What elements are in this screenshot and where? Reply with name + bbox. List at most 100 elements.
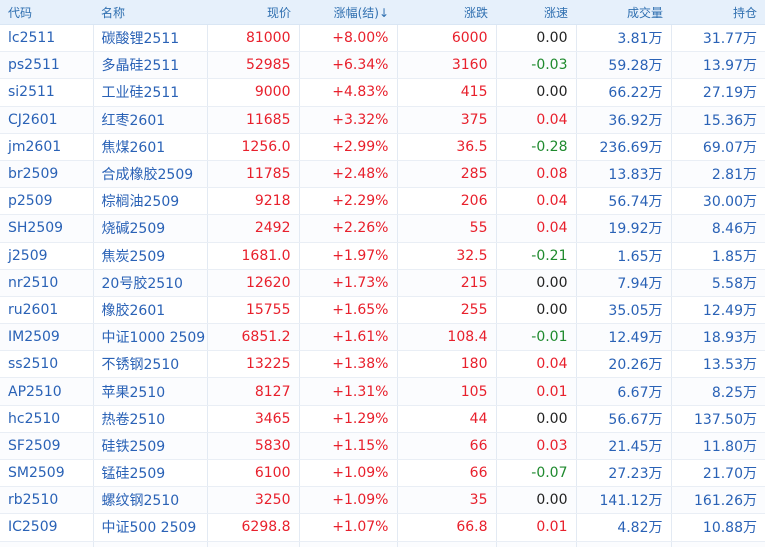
cell-name[interactable]: 焦炭2509 [93,242,208,270]
cell-code[interactable]: IC2509 [0,513,94,542]
cell-code[interactable]: p2509 [0,187,94,216]
column-header-price[interactable]: 现价 [207,0,299,25]
cell-name[interactable]: 热卷2510 [93,405,208,433]
column-header-open-interest[interactable]: 持仓 [671,0,765,25]
cell-speed: 0.01 [496,513,577,542]
cell-speed: 0.00 [496,296,577,325]
cell-name[interactable]: 中证1000 2509 [93,323,208,352]
table-row[interactable]: jm2601 焦煤2601 1256.0 +2.99% 36.5 -0.28 236.69万… [0,133,765,161]
cell-speed: -0.21 [496,242,577,270]
cell-name[interactable]: 工业硅2511 [93,78,208,107]
cell-name[interactable]: 硅铁2509 [93,432,208,461]
cell-code[interactable]: ps2511 [0,51,94,80]
cell-name[interactable]: 中证500 2509 [93,513,208,542]
cell-volume: 36.92万 [576,106,672,134]
column-header-volume[interactable]: 成交量 [576,0,671,25]
table-row[interactable]: rb2510 螺纹钢2510 3250 +1.09% 35 0.00 141.12万 161.… [0,486,765,515]
cell-name[interactable]: 烧碱2509 [93,214,208,243]
cell-price: 9000 [207,78,300,107]
cell-volume: 56.74万 [576,187,672,216]
cell-speed: 0.00 [496,405,577,433]
table-row[interactable]: IM2509 中证1000 2509 6851.2 +1.61% 108.4 -0.01 1… [0,323,765,352]
cell-volume: 27.23万 [576,459,672,488]
cell-code[interactable]: ru2601 [0,296,94,325]
cell-name[interactable]: 不锈钢2510 [93,350,208,379]
cell-speed: 0.04 [496,106,577,134]
table-row[interactable]: hc2510 热卷2510 3465 +1.29% 44 0.00 56.67万 137.50… [0,405,765,433]
cell-name[interactable]: 苹果2510 [93,377,208,406]
cell-speed: 0.03 [496,432,577,461]
cell-change: 255 [397,296,497,325]
table-row[interactable]: ps2511 多晶硅2511 52985 +6.34% 3160 -0.03 59.28万 1… [0,51,765,80]
table-row[interactable]: nr2510 20号胶2510 12620 +1.73% 215 0.00 7.94万 5.5… [0,269,765,297]
table-row[interactable]: IC2509 中证500 2509 6298.8 +1.07% 66.8 0.01 4.82… [0,513,765,542]
cell-code[interactable]: lc2511 [0,24,94,53]
table-row[interactable]: br2509 合成橡胶2509 11785 +2.48% 285 0.08 13.83万 2.… [0,160,765,189]
cell-price: 12620 [207,269,300,297]
cell-code[interactable]: jm2601 [0,133,94,161]
cell-code[interactable]: rb2510 [0,486,94,515]
cell-code[interactable]: SH2509 [0,214,94,243]
cell-name[interactable]: 棕榈油2509 [93,187,208,216]
cell-code[interactable]: hc2510 [0,405,94,433]
table-row[interactable]: j2509 焦炭2509 1681.0 +1.97% 32.5 -0.21 1.65万 1.8… [0,242,765,270]
cell-code[interactable]: SM2509 [0,459,94,488]
cell-code[interactable]: br2509 [0,160,94,189]
cell-volume: 4.82万 [576,513,672,542]
column-header-change-pct[interactable]: 涨幅(结)↓ [299,0,397,25]
cell-change: 590 [397,541,497,547]
cell-change-pct: +1.61% [299,323,398,352]
cell-name[interactable]: 螺纹钢2510 [93,486,208,515]
table-row[interactable]: AP2510 苹果2510 8127 +1.31% 105 0.01 6.67万 8.25万 [0,377,765,406]
cell-name[interactable]: 碳酸锂2511 [93,24,208,53]
cell-code[interactable]: si2511 [0,78,94,107]
cell-open-interest: 12.49万 [671,296,765,325]
column-header-change[interactable]: 涨跌 [397,0,496,25]
cell-name[interactable]: 国际铜2509 [93,541,208,547]
cell-code[interactable]: IM2509 [0,323,94,352]
cell-code[interactable]: j2509 [0,242,94,270]
cell-change: 105 [397,377,497,406]
cell-code[interactable]: bc2509 [0,541,94,547]
cell-price: 52985 [207,51,300,80]
table-row[interactable]: ss2510 不锈钢2510 13225 +1.38% 180 0.04 20.26万 13.… [0,350,765,379]
cell-open-interest: 4394 [671,541,765,547]
cell-change-pct: +8.00% [299,24,398,53]
cell-name[interactable]: 20号胶2510 [93,269,208,297]
column-header-name[interactable]: 名称 [93,0,207,25]
cell-name[interactable]: 锰硅2509 [93,459,208,488]
table-row[interactable]: SF2509 硅铁2509 5830 +1.15% 66 0.03 21.45万 11.80万 [0,432,765,461]
cell-price: 6298.8 [207,513,300,542]
cell-name[interactable]: 焦煤2601 [93,133,208,161]
cell-change: 66 [397,459,497,488]
cell-open-interest: 27.19万 [671,78,765,107]
cell-change-pct: +1.38% [299,350,398,379]
cell-change-pct: +1.29% [299,405,398,433]
cell-name[interactable]: 红枣2601 [93,106,208,134]
cell-change-pct: +1.09% [299,486,398,515]
table-row[interactable]: si2511 工业硅2511 9000 +4.83% 415 0.00 66.22万 27.1… [0,78,765,107]
cell-code[interactable]: SF2509 [0,432,94,461]
table-row[interactable]: CJ2601 红枣2601 11685 +3.32% 375 0.04 36.92万 15.3… [0,106,765,134]
cell-code[interactable]: CJ2601 [0,106,94,134]
cell-name[interactable]: 橡胶2601 [93,296,208,325]
cell-code[interactable]: ss2510 [0,350,94,379]
table-row[interactable]: SH2509 烧碱2509 2492 +2.26% 55 0.04 19.92万 8.46万 [0,214,765,243]
cell-speed: 0.00 [496,269,577,297]
cell-open-interest: 5.58万 [671,269,765,297]
cell-code[interactable]: nr2510 [0,269,94,297]
column-header-speed[interactable]: 涨速 [496,0,576,25]
cell-open-interest: 13.97万 [671,51,765,80]
cell-change-pct: +1.09% [299,459,398,488]
column-header-code[interactable]: 代码 [0,0,93,25]
table-row[interactable]: lc2511 碳酸锂2511 81000 +8.00% 6000 0.00 3.81万 31.… [0,24,765,53]
cell-name[interactable]: 多晶硅2511 [93,51,208,80]
cell-open-interest: 15.36万 [671,106,765,134]
table-row[interactable]: SM2509 锰硅2509 6100 +1.09% 66 -0.07 27.23万 21.70… [0,459,765,488]
cell-code[interactable]: AP2510 [0,377,94,406]
table-row[interactable]: ru2601 橡胶2601 15755 +1.65% 255 0.00 35.05万 12.4… [0,296,765,325]
table-row[interactable]: p2509 棕榈油2509 9218 +2.29% 206 0.04 56.74万 30.00… [0,187,765,216]
cell-name[interactable]: 合成橡胶2509 [93,160,208,189]
table-row[interactable]: bc2509国际铜250970200+0.85%5900.0032864394 [0,541,765,547]
cell-price: 11685 [207,106,300,134]
